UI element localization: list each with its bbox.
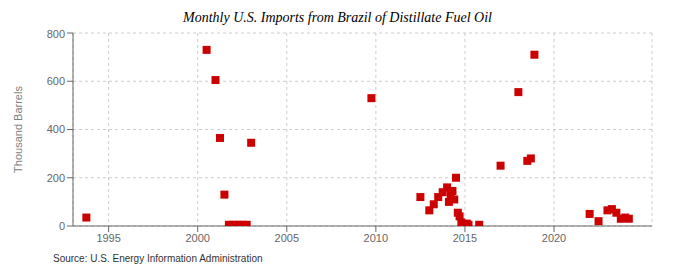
html-text:Source: U.S. Energy Informatio: Source: U.S. Energy Information Administ… xyxy=(53,253,263,264)
svg-text:2010: 2010 xyxy=(364,232,388,244)
svg-text:200: 200 xyxy=(47,172,65,184)
svg-text:800: 800 xyxy=(47,28,65,40)
svg-text:400: 400 xyxy=(47,123,65,135)
svg-text:2015: 2015 xyxy=(453,232,477,244)
svg-text:2020: 2020 xyxy=(542,232,566,244)
html-text:Monthly U.S. Imports from Braz: Monthly U.S. Imports from Brazil of Dist… xyxy=(183,10,492,25)
svg-text:Thousand Barrels: Thousand Barrels xyxy=(12,86,24,173)
svg-text:600: 600 xyxy=(47,75,65,87)
svg-text:2000: 2000 xyxy=(185,232,209,244)
svg-text:0: 0 xyxy=(59,220,65,232)
svg-text:1995: 1995 xyxy=(96,232,120,244)
svg-text:2005: 2005 xyxy=(275,232,299,244)
